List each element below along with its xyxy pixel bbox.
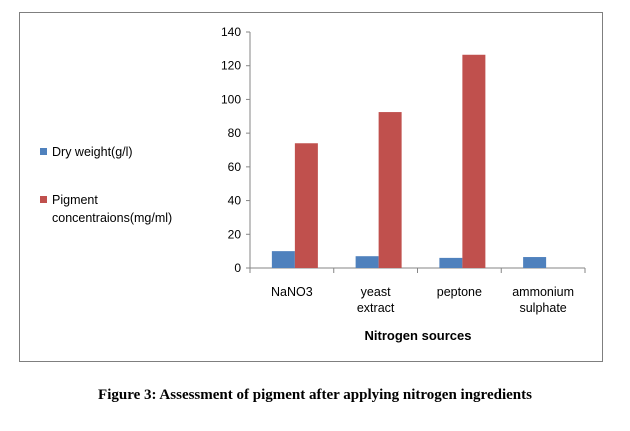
legend-label: Pigment [52,193,98,207]
chart-legend: Dry weight(g/l) Pigment concentraions(mg/m… [40,145,172,225]
bar-pigment [378,112,402,268]
legend-swatch [40,148,47,155]
y-tick-label: 20 [228,227,242,241]
x-tick-label: sulphate [519,301,566,315]
y-tick-label: 120 [221,59,241,73]
x-tick-label: NaNO3 [271,285,313,299]
bar-chart: Dry weight(g/l) Pigment concentraions(mg/m… [40,25,586,343]
y-tick-label: 60 [228,160,242,174]
x-tick-label: ammonium [512,285,574,299]
bar-dry-weight [523,257,547,268]
x-tick-label: yeast [361,285,391,299]
x-tick-label: peptone [437,285,482,299]
bar-pigment [294,143,318,268]
legend-swatch [40,196,47,203]
legend-label: concentraions(mg/ml) [52,211,172,225]
bar-dry-weight [439,257,463,268]
bar-dry-weight [355,256,379,268]
y-axis: 0 20 40 60 80 100 120 140 [221,25,251,275]
y-tick-label: 40 [228,194,242,208]
y-tick-label: 80 [228,126,242,140]
legend-label: Dry weight(g/l) [52,145,133,159]
y-tick-label: 0 [234,261,241,275]
y-tick-label: 100 [221,92,241,106]
x-axis: NaNO3 yeast extract peptone ammonium sulphate [249,267,586,315]
x-tick-label: extract [357,301,395,315]
figure-caption: Figure 3: Assessment of pigment after ap… [98,387,532,403]
x-axis-title: Nitrogen sources [365,328,472,343]
y-tick-label: 140 [221,25,241,39]
bar-pigment [462,54,486,268]
bars [271,54,547,268]
bar-dry-weight [271,251,295,268]
